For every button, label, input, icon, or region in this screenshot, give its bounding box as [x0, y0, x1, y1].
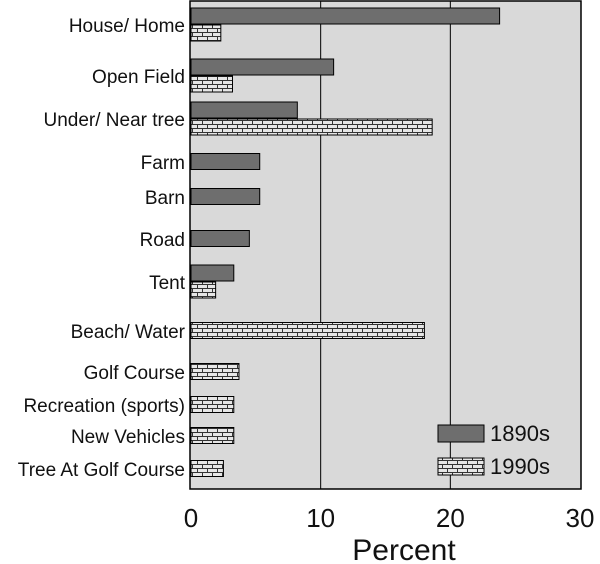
legend-swatch-1990s [437, 457, 485, 476]
bar-1990s-6 [190, 281, 217, 299]
legend: 1890s 1990s [437, 421, 550, 479]
bar-1890s-6 [190, 264, 235, 282]
category-label: Under/ Near tree [43, 110, 185, 131]
bar-1890s-3 [190, 153, 261, 170]
category-label: Beach/ Water [71, 322, 186, 343]
bar-1990s-11 [190, 460, 224, 477]
category-label: Golf Course [84, 363, 185, 384]
bar-1990s-8 [190, 363, 240, 380]
category-label: New Vehicles [71, 427, 185, 448]
category-label: House/ Home [69, 16, 185, 37]
bar-1890s-1 [190, 58, 335, 76]
x-tick-label: 0 [184, 503, 198, 533]
plot-area [189, 0, 582, 490]
bar-1890s-2 [190, 101, 298, 119]
category-label: Farm [141, 153, 185, 174]
bar-1890s-0 [190, 7, 501, 25]
x-tick-label: 10 [306, 503, 335, 533]
legend-swatch-1890s [437, 424, 485, 443]
bar-1990s-9 [190, 396, 235, 413]
category-label: Barn [145, 188, 185, 209]
category-label: Road [140, 230, 185, 251]
bar-1890s-4 [190, 188, 261, 205]
bar-1990s-1 [190, 75, 233, 93]
bar-1990s-7 [190, 322, 425, 339]
legend-label-1890s: 1890s [490, 421, 550, 446]
category-label: Recreation (sports) [23, 396, 185, 417]
legend-label-1990s: 1990s [490, 454, 550, 479]
category-label: Tent [149, 273, 186, 294]
x-tick-label: 20 [436, 503, 465, 533]
category-label: Tree At Golf Course [18, 460, 185, 481]
bar-1990s-10 [190, 427, 235, 444]
bar-1990s-0 [190, 24, 222, 42]
x-axis-title: Percent [352, 534, 456, 564]
bar-1890s-5 [190, 230, 250, 247]
x-tick-label: 30 [566, 503, 595, 533]
bar-1990s-2 [190, 118, 433, 136]
category-label: Open Field [92, 67, 185, 88]
